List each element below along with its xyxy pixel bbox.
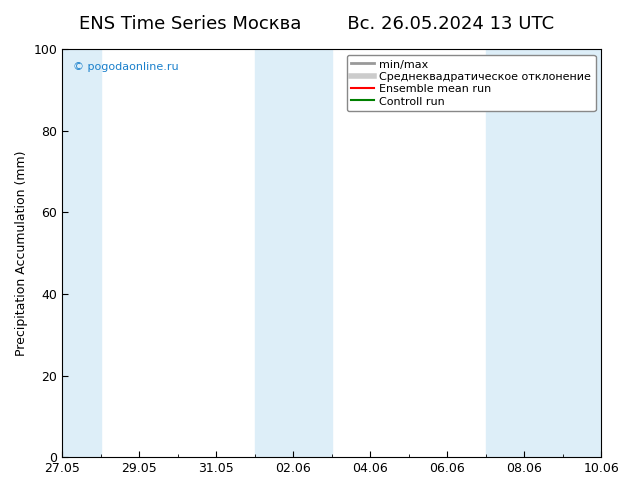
Text: ENS Time Series Москва        Вс. 26.05.2024 13 UTC: ENS Time Series Москва Вс. 26.05.2024 13… [79, 15, 555, 33]
Bar [255, 49, 332, 457]
Legend: min/max, Среднеквадратическое отклонение, Ensemble mean run, Controll run: min/max, Среднеквадратическое отклонение… [347, 55, 595, 111]
Y-axis label: Precipitation Accumulation (mm): Precipitation Accumulation (mm) [15, 150, 28, 356]
Bar [486, 49, 601, 457]
Bar [62, 49, 101, 457]
Text: © pogodaonline.ru: © pogodaonline.ru [73, 62, 179, 72]
